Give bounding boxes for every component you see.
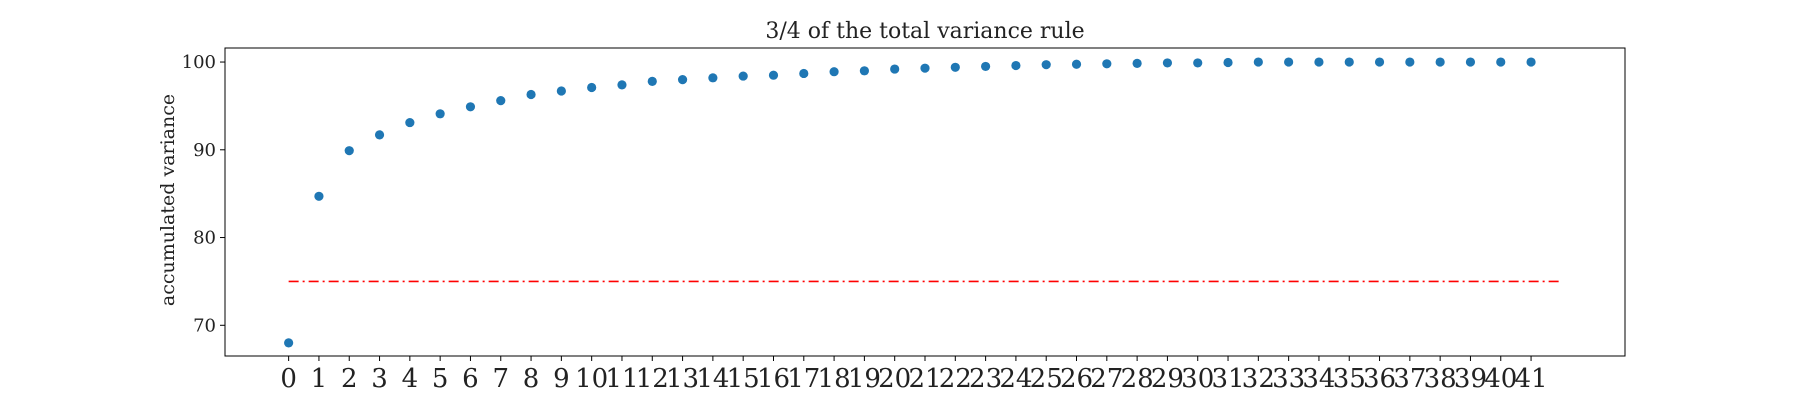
x-tick-label: 14: [696, 364, 729, 394]
x-tick-label: 25: [1030, 364, 1063, 394]
x-tick-label: 6: [462, 364, 479, 394]
data-point: [799, 68, 809, 79]
data-point: [435, 109, 445, 119]
data-point: [526, 89, 536, 100]
x-tick-label: 7: [492, 364, 509, 394]
x-tick-label: 27: [1090, 364, 1123, 394]
x-tick-label: 39: [1454, 364, 1487, 394]
x-tick-label: 32: [1242, 364, 1275, 394]
x-tick-label: 13: [666, 364, 699, 394]
x-tick-label: 41: [1515, 364, 1548, 394]
data-point: [1284, 57, 1294, 67]
data-point: [1374, 57, 1385, 67]
x-tick-label: 2: [341, 364, 358, 394]
data-point: [1223, 57, 1233, 68]
data-point: [647, 76, 657, 86]
x-tick-label: 19: [848, 364, 881, 394]
data-point: [556, 86, 566, 96]
y-tick-label: 70: [193, 315, 216, 336]
data-point: [981, 61, 991, 72]
data-point: [1465, 57, 1476, 67]
data-point: [1132, 58, 1142, 68]
x-tick-label: 26: [1060, 364, 1093, 394]
data-point: [496, 96, 506, 106]
data-point: [708, 73, 718, 83]
x-tick-label: 8: [523, 364, 540, 394]
x-tick-label: 0: [280, 364, 297, 394]
x-tick-label: 34: [1302, 364, 1335, 394]
data-point: [890, 64, 900, 74]
plot-frame: [224, 47, 1626, 357]
x-tick-label: 24: [999, 364, 1032, 394]
data-point: [950, 62, 960, 72]
data-point: [465, 102, 476, 112]
data-point: [1193, 58, 1203, 68]
x-tick-label: 33: [1272, 364, 1305, 394]
y-tick-label: 100: [182, 52, 216, 73]
x-tick-label: 31: [1211, 364, 1244, 394]
x-tick-label: 37: [1393, 364, 1426, 394]
x-tick-label: 28: [1121, 364, 1154, 394]
x-tick-label: 40: [1484, 364, 1517, 394]
data-point: [859, 66, 869, 76]
x-tick-label: 10: [575, 364, 608, 394]
x-tick-label: 1: [311, 364, 328, 394]
x-tick-label: 35: [1333, 364, 1366, 394]
data-point: [617, 80, 627, 90]
data-point: [1344, 57, 1354, 67]
x-tick-label: 17: [787, 364, 820, 394]
data-point: [1435, 57, 1445, 67]
x-tick-label: 12: [636, 364, 669, 394]
x-tick-label: 4: [402, 364, 419, 394]
x-tick-label: 23: [969, 364, 1002, 394]
data-point: [829, 67, 839, 77]
x-tick-label: 21: [908, 364, 941, 394]
y-tick-label: 90: [193, 140, 216, 161]
x-tick-label: 3: [371, 364, 388, 394]
x-tick-label: 29: [1151, 364, 1184, 394]
x-tick-label: 16: [757, 364, 790, 394]
x-tick-label: 15: [727, 364, 760, 394]
data-point: [1162, 58, 1173, 68]
x-tick-label: 36: [1363, 364, 1396, 394]
data-point: [374, 130, 385, 140]
y-tick-label: 80: [193, 228, 216, 249]
x-tick-label: 9: [553, 364, 570, 394]
x-tick-label: 38: [1424, 364, 1457, 394]
data-point: [314, 191, 324, 201]
x-tick-label: 11: [605, 364, 638, 394]
y-axis-label: accumulated variance: [157, 94, 179, 306]
data-point: [1071, 59, 1082, 69]
x-tick-label: 18: [818, 364, 851, 394]
data-point: [1314, 57, 1324, 67]
data-point: [1011, 60, 1021, 71]
data-point: [738, 71, 748, 81]
data-point: [587, 82, 597, 93]
x-tick-label: 30: [1181, 364, 1214, 394]
x-tick-label: 20: [878, 364, 911, 394]
data-point: [284, 338, 294, 348]
data-point: [1526, 57, 1536, 67]
data-point: [677, 74, 688, 85]
data-point: [1405, 57, 1415, 67]
data-point: [1102, 59, 1112, 69]
data-point: [1041, 60, 1051, 70]
data-point: [405, 117, 415, 128]
data-point: [1496, 57, 1506, 67]
data-point: [1253, 57, 1263, 67]
chart-title: 3/4 of the total variance rule: [765, 19, 1084, 44]
x-tick-label: 22: [939, 364, 972, 394]
data-point: [920, 63, 930, 73]
x-tick-label: 5: [432, 364, 449, 394]
data-point: [344, 146, 354, 156]
data-point: [768, 70, 779, 80]
